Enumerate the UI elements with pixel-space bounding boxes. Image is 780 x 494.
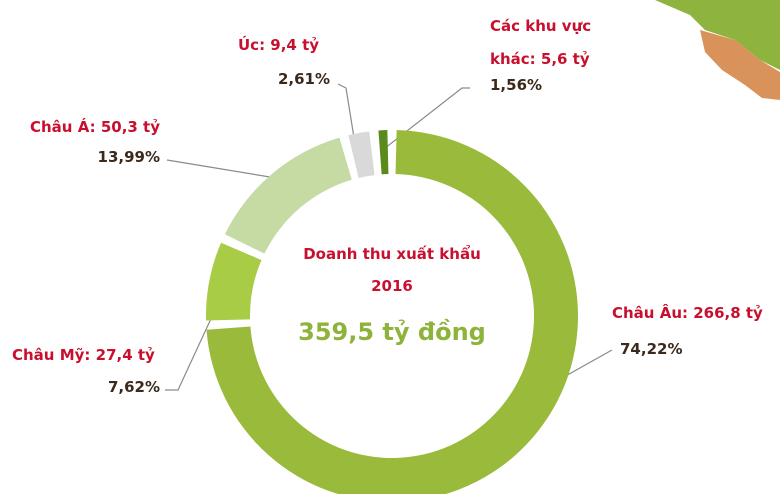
value-label: 1,56%	[490, 76, 543, 94]
donut-segment	[348, 131, 375, 178]
value-label: 13,99%	[97, 148, 160, 166]
category-label: Úc: 9,4 tỷ	[238, 36, 320, 54]
donut-segment	[205, 242, 262, 321]
category-label: Các khu vực khác: 5,6 tỷ	[490, 17, 592, 68]
value-label: 74,22%	[620, 340, 683, 358]
chart-title: Doanh thu xuất khẩu 2016	[303, 245, 481, 295]
chart-subtitle: 359,5 tỷ đồng	[298, 318, 486, 346]
category-label: Châu Mỹ: 27,4 tỷ	[12, 346, 155, 364]
value-label: 2,61%	[277, 70, 330, 88]
donut-segment	[378, 130, 389, 175]
category-label: Châu Âu: 266,8 tỷ	[612, 304, 763, 322]
donut-segment	[224, 137, 352, 254]
value-label: 7,62%	[107, 378, 160, 396]
category-label: Châu Á: 50,3 tỷ	[30, 118, 160, 136]
map-decoration	[655, 0, 780, 100]
